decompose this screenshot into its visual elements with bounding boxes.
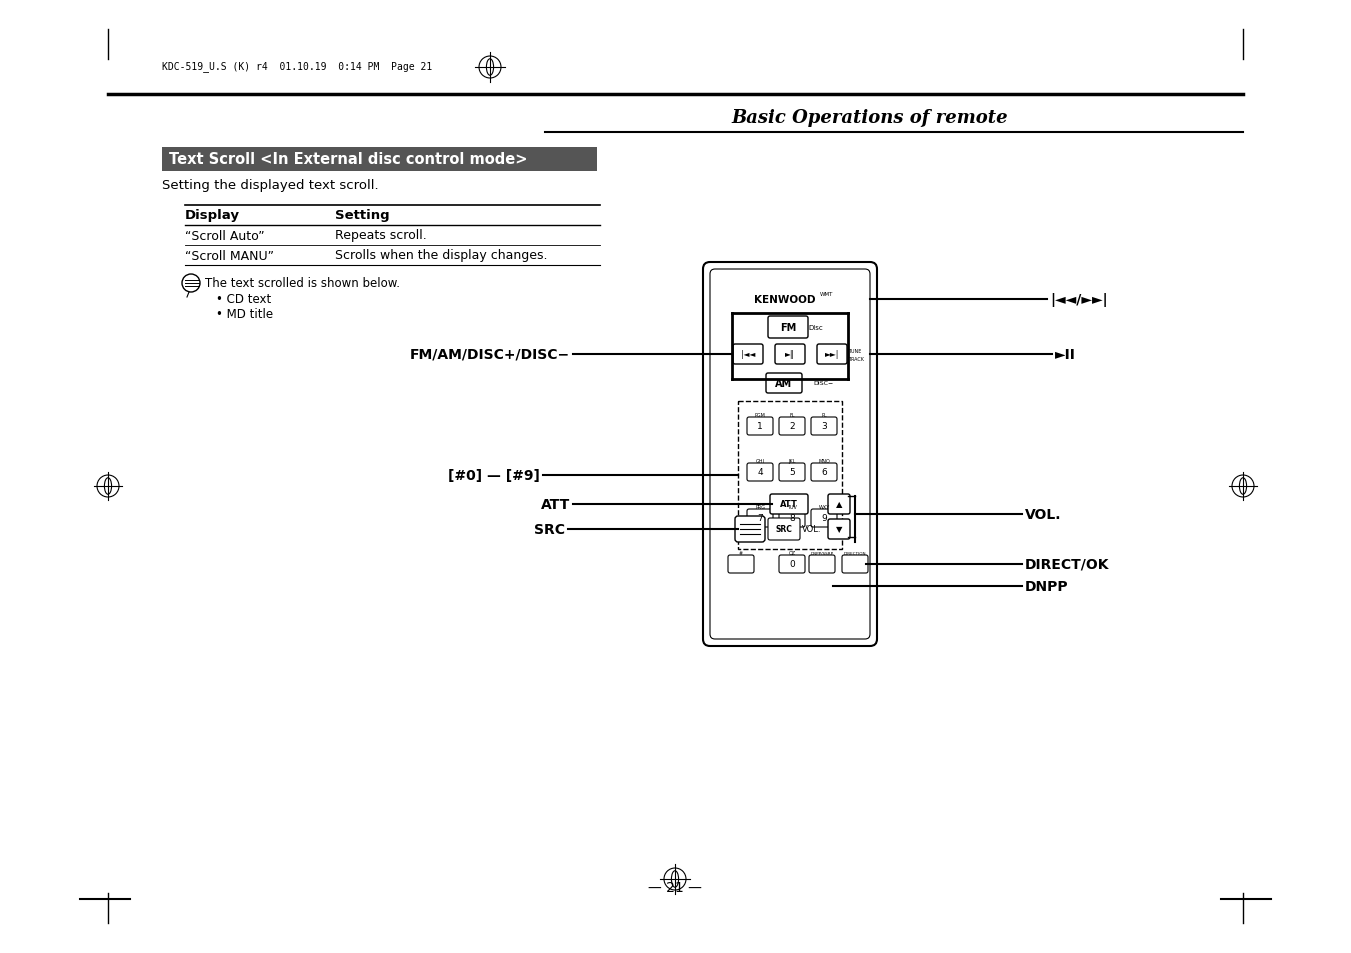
Text: GHI: GHI bbox=[755, 459, 765, 464]
FancyBboxPatch shape bbox=[828, 495, 850, 515]
Text: VOL.: VOL. bbox=[802, 525, 821, 534]
FancyBboxPatch shape bbox=[811, 463, 838, 481]
Text: PL: PL bbox=[821, 413, 827, 418]
FancyBboxPatch shape bbox=[811, 510, 838, 527]
Text: Text Scroll <In External disc control mode>: Text Scroll <In External disc control mo… bbox=[169, 152, 527, 168]
Text: DNPP: DNPP bbox=[1025, 579, 1069, 594]
Text: ▼: ▼ bbox=[836, 525, 842, 534]
Text: DIsс: DIsс bbox=[809, 325, 823, 331]
FancyBboxPatch shape bbox=[734, 345, 763, 365]
Text: 4: 4 bbox=[757, 468, 763, 477]
FancyBboxPatch shape bbox=[770, 495, 808, 515]
Text: — 21 —: — 21 — bbox=[648, 880, 703, 894]
Text: 3: 3 bbox=[821, 422, 827, 431]
FancyBboxPatch shape bbox=[780, 510, 805, 527]
FancyBboxPatch shape bbox=[766, 374, 802, 394]
FancyBboxPatch shape bbox=[747, 417, 773, 436]
Text: 7: 7 bbox=[757, 514, 763, 523]
Text: “Scroll Auto”: “Scroll Auto” bbox=[185, 230, 265, 242]
Text: TUNE: TUNE bbox=[848, 349, 862, 355]
Text: PRG: PRG bbox=[755, 505, 765, 510]
Text: ▲: ▲ bbox=[836, 500, 842, 509]
FancyBboxPatch shape bbox=[780, 556, 805, 574]
Text: 2: 2 bbox=[789, 422, 794, 431]
FancyBboxPatch shape bbox=[775, 345, 805, 365]
Text: 5: 5 bbox=[789, 468, 794, 477]
Text: The text scrolled is shown below.: The text scrolled is shown below. bbox=[205, 277, 400, 291]
Text: ►‖: ►‖ bbox=[785, 350, 794, 359]
FancyBboxPatch shape bbox=[711, 270, 870, 639]
Text: MNO: MNO bbox=[819, 459, 830, 464]
Text: 9: 9 bbox=[821, 514, 827, 523]
Text: “Scroll MANU”: “Scroll MANU” bbox=[185, 250, 274, 262]
FancyBboxPatch shape bbox=[735, 517, 765, 542]
FancyBboxPatch shape bbox=[703, 263, 877, 646]
Text: #: # bbox=[739, 551, 743, 556]
Text: AM: AM bbox=[775, 378, 793, 389]
Text: |◄◄/►►|: |◄◄/►►| bbox=[1050, 293, 1108, 307]
FancyBboxPatch shape bbox=[817, 345, 847, 365]
Text: ATT: ATT bbox=[540, 497, 570, 512]
Text: 1: 1 bbox=[757, 422, 763, 431]
Text: Repeats scroll.: Repeats scroll. bbox=[335, 230, 427, 242]
Text: 6: 6 bbox=[821, 468, 827, 477]
Text: KENWOOD: KENWOOD bbox=[754, 294, 816, 305]
Text: Setting the displayed text scroll.: Setting the displayed text scroll. bbox=[162, 179, 378, 193]
Text: PGM: PGM bbox=[755, 413, 766, 418]
Text: KDC-519_U.S (K) r4  01.10.19  0:14 PM  Page 21: KDC-519_U.S (K) r4 01.10.19 0:14 PM Page… bbox=[162, 62, 432, 72]
Text: 0: 0 bbox=[789, 560, 794, 569]
FancyBboxPatch shape bbox=[811, 417, 838, 436]
Text: SRC: SRC bbox=[534, 522, 565, 537]
Text: FM/AM/DISC+/DISC−: FM/AM/DISC+/DISC− bbox=[409, 348, 570, 361]
Text: OZ: OZ bbox=[789, 551, 796, 556]
Text: ►►|: ►►| bbox=[825, 350, 839, 359]
Text: FM: FM bbox=[780, 323, 796, 333]
Text: FL: FL bbox=[789, 413, 794, 418]
Text: |◄◄: |◄◄ bbox=[740, 350, 755, 359]
Text: Scrolls when the display changes.: Scrolls when the display changes. bbox=[335, 250, 547, 262]
FancyBboxPatch shape bbox=[780, 417, 805, 436]
Text: DNPP/SSRP: DNPP/SSRP bbox=[811, 552, 834, 556]
Text: 8: 8 bbox=[789, 514, 794, 523]
Text: TUV: TUV bbox=[788, 505, 797, 510]
FancyBboxPatch shape bbox=[780, 463, 805, 481]
Text: DIRECT/OK: DIRECT/OK bbox=[1025, 558, 1109, 572]
FancyBboxPatch shape bbox=[747, 463, 773, 481]
Text: SRC: SRC bbox=[775, 525, 793, 534]
Bar bbox=[738, 401, 842, 550]
Text: VOL.: VOL. bbox=[1025, 507, 1062, 521]
FancyBboxPatch shape bbox=[842, 556, 867, 574]
Text: WXY: WXY bbox=[819, 505, 830, 510]
Text: DIRECTION: DIRECTION bbox=[844, 552, 866, 556]
Text: [#0] — [#9]: [#0] — [#9] bbox=[449, 469, 540, 482]
FancyBboxPatch shape bbox=[767, 518, 800, 540]
Text: DISC−: DISC− bbox=[813, 381, 834, 386]
Text: JKL: JKL bbox=[788, 459, 796, 464]
Text: ►II: ►II bbox=[1055, 348, 1075, 361]
Text: • CD text: • CD text bbox=[216, 294, 272, 306]
FancyBboxPatch shape bbox=[747, 510, 773, 527]
Text: WMT: WMT bbox=[819, 293, 832, 297]
FancyBboxPatch shape bbox=[767, 316, 808, 338]
FancyBboxPatch shape bbox=[809, 556, 835, 574]
FancyBboxPatch shape bbox=[828, 519, 850, 539]
Text: ATT: ATT bbox=[780, 500, 798, 509]
Bar bbox=[162, 148, 597, 172]
Text: Setting: Setting bbox=[335, 210, 389, 222]
FancyBboxPatch shape bbox=[728, 556, 754, 574]
Text: Basic Operations of remote: Basic Operations of remote bbox=[732, 109, 1008, 127]
Text: TRACK: TRACK bbox=[848, 357, 865, 362]
Text: Display: Display bbox=[185, 210, 240, 222]
Text: • MD title: • MD title bbox=[216, 308, 273, 321]
